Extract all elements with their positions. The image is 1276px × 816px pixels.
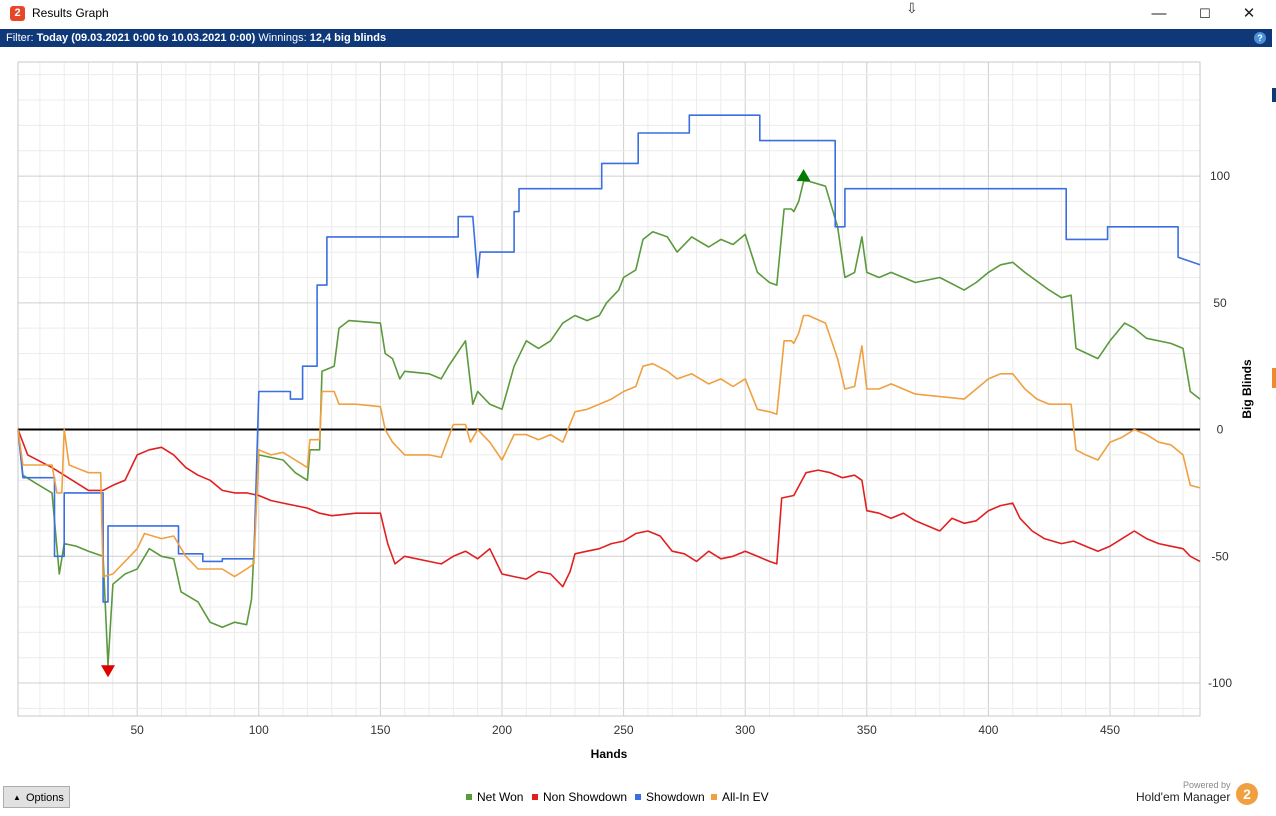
series-line-non-showdown (17, 429, 1201, 588)
caret-up-icon: ▲ (13, 793, 21, 802)
winnings-label: Winnings: (255, 32, 310, 44)
minimize-button[interactable]: — (1151, 5, 1167, 22)
legend-swatch (532, 794, 538, 800)
legend-item[interactable]: All-In EV (711, 790, 769, 804)
help-icon[interactable]: ? (1254, 32, 1266, 44)
close-button[interactable]: ✕ (1242, 5, 1256, 22)
x-tick-label: 250 (614, 723, 634, 737)
max-marker (796, 169, 811, 182)
options-label: Options (26, 792, 64, 804)
legend-label: Net Won (477, 790, 524, 804)
x-tick-label: 300 (735, 723, 755, 737)
min-marker (100, 665, 115, 678)
cursor-icon: ⇩ (906, 0, 918, 16)
series-line-net-won (17, 180, 1201, 667)
x-tick-label: 400 (978, 723, 998, 737)
legend-swatch (466, 794, 472, 800)
window-title: Results Graph (32, 6, 109, 20)
series-line-all-in-ev (17, 314, 1201, 578)
x-tick-label: 450 (1100, 723, 1120, 737)
options-button[interactable]: ▲ Options (3, 786, 70, 808)
legend-item[interactable]: Showdown (635, 790, 705, 804)
filter-prefix: Filter: (6, 32, 37, 44)
maximize-button[interactable]: ☐ (1199, 6, 1211, 21)
winnings-value: 12,4 big blinds (309, 32, 387, 44)
background-strip-mark (1272, 368, 1276, 388)
series-line-showdown (17, 114, 1201, 603)
app-logo-icon: 2 (10, 6, 25, 21)
y-tick-label: 100 (1210, 169, 1230, 183)
x-tick-label: 150 (370, 723, 390, 737)
brand-name: Hold'em Manager (1136, 790, 1231, 804)
results-graph-chart: 50 100 150 200 250 300 350 400 450 -100 -50 0 50 100 H… (17, 61, 1254, 761)
brand-logo-icon: 2 (1236, 783, 1258, 805)
x-tick-label: 50 (130, 723, 144, 737)
background-window-strip (1272, 28, 1276, 816)
plot-frame (17, 61, 1201, 717)
legend-swatch (635, 794, 641, 800)
x-axis-title: Hands (591, 747, 628, 761)
filter-range: Today (09.03.2021 0:00 to 10.03.2021 0:0… (36, 32, 256, 44)
legend-item[interactable]: Non Showdown (532, 790, 627, 804)
legend-label: All-In EV (722, 790, 769, 804)
legend-item[interactable]: Net Won (466, 790, 523, 804)
background-strip-mark (1272, 88, 1276, 102)
powered-by-label: Powered by (1183, 780, 1231, 790)
x-tick-label: 200 (492, 723, 512, 737)
window-title-bar: 2 Results Graph ⇩ — ☐ ✕ (0, 0, 1276, 28)
legend-label: Showdown (646, 790, 705, 804)
y-tick-label: 0 (1217, 423, 1224, 437)
legend-label: Non Showdown (543, 790, 628, 804)
y-tick-label: -50 (1211, 549, 1229, 563)
plot-background (18, 62, 1200, 716)
x-tick-label: 100 (249, 723, 269, 737)
legend-swatch (711, 794, 717, 800)
y-axis-title: Big Blinds (1240, 359, 1254, 419)
chart-legend: Net Won Non Showdown Showdown All-In EV (0, 790, 1276, 804)
y-tick-label: -100 (1208, 676, 1232, 690)
filter-bar: Filter: Today (09.03.2021 0:00 to 10.03.… (0, 29, 1272, 47)
y-tick-label: 50 (1213, 296, 1227, 310)
x-tick-label: 350 (857, 723, 877, 737)
